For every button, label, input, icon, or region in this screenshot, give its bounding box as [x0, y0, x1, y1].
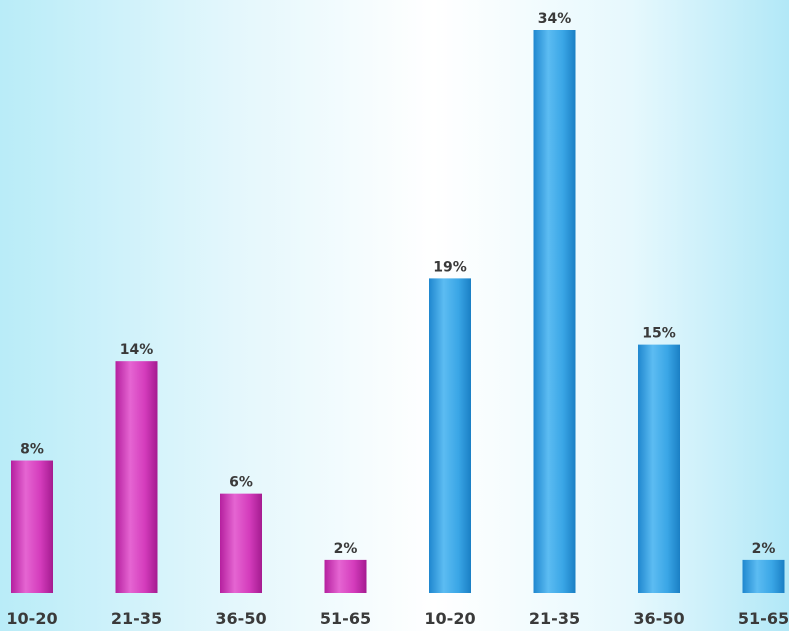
bar-value-label: 34% — [538, 11, 572, 27]
x-tick-label: 51-65 — [320, 609, 371, 628]
x-tick-label: 36-50 — [633, 609, 684, 628]
tick-labels-layer: 10-20 21-35 36-50 51-65 10-20 21-35 36-50 51-65 — [6, 609, 789, 628]
bar — [533, 30, 576, 593]
bar — [115, 361, 158, 593]
value-labels-layer: 8% 14% 6% 2% 19% 34% 15% 2% — [20, 11, 775, 557]
x-tick-label: 51-65 — [738, 609, 789, 628]
x-tick-label: 36-50 — [215, 609, 266, 628]
bar — [324, 559, 367, 593]
x-tick-label: 10-20 — [6, 609, 57, 628]
bar-value-label: 19% — [433, 259, 467, 275]
x-tick-label: 21-35 — [529, 609, 580, 628]
bar — [429, 278, 471, 593]
bar-value-label: 14% — [120, 342, 154, 358]
x-tick-label: 21-35 — [111, 609, 162, 628]
bar — [11, 460, 53, 593]
bars-layer — [11, 30, 785, 593]
bar — [638, 344, 680, 593]
bar-value-label: 2% — [334, 541, 358, 557]
x-tick-label: 10-20 — [424, 609, 475, 628]
bar — [220, 493, 262, 593]
bar-value-label: 8% — [20, 442, 44, 458]
bar-value-label: 2% — [752, 541, 776, 557]
bar-value-label: 15% — [642, 326, 676, 342]
bar — [742, 559, 785, 593]
bar-value-label: 6% — [229, 475, 253, 491]
